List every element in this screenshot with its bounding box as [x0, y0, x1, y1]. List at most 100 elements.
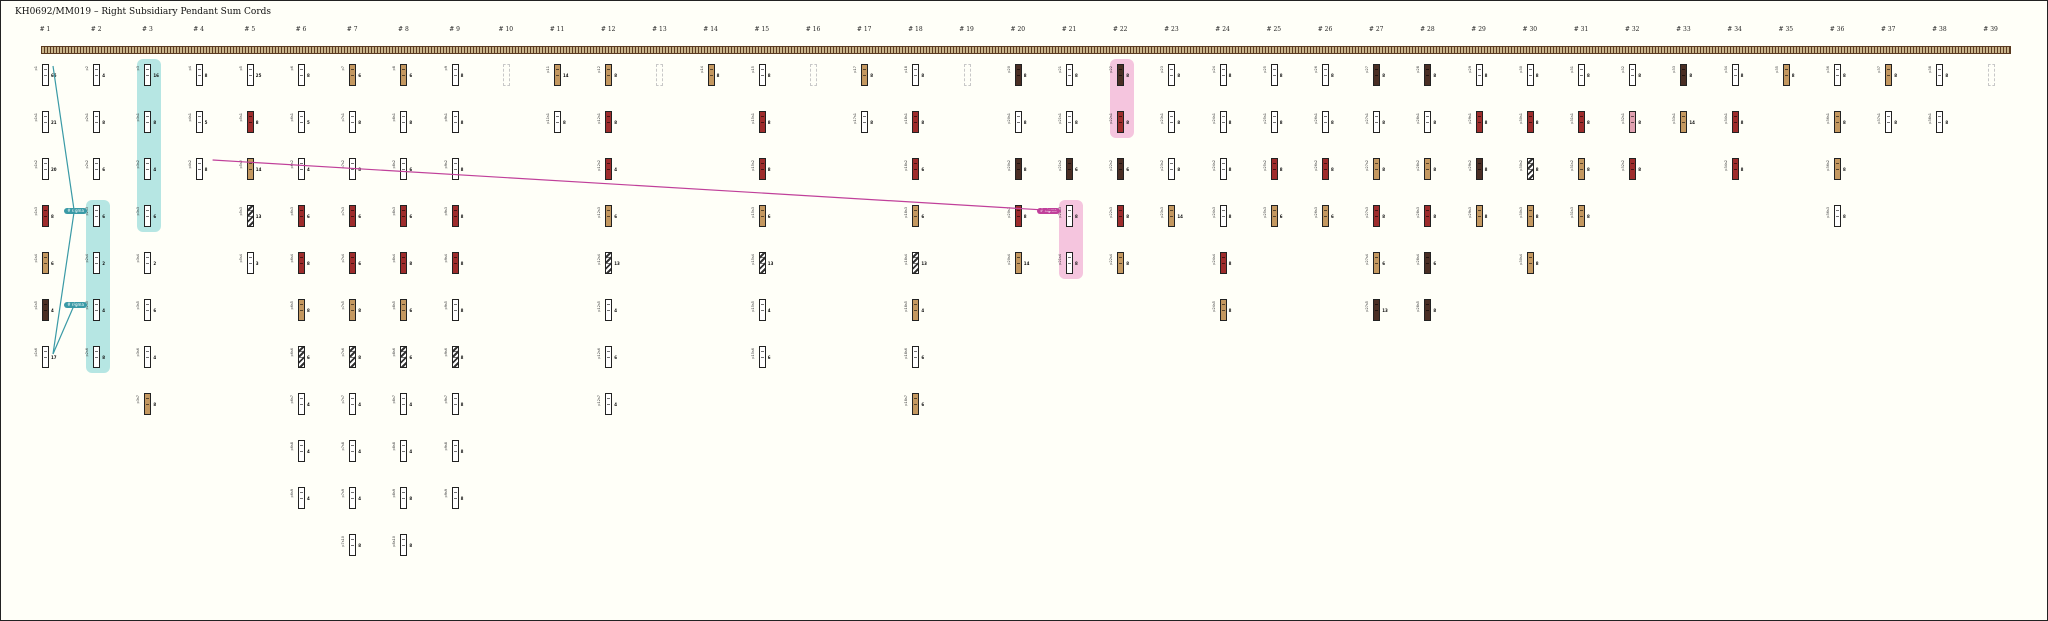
pendant-cord	[1066, 111, 1073, 133]
pendant-cord	[1475, 64, 1483, 86]
cord-value: 13	[921, 261, 927, 266]
cord-value: 6	[102, 167, 105, 172]
pendant-header: # 25	[1266, 26, 1282, 33]
cord-value: 8	[1638, 73, 1641, 78]
cord-value: 8	[1535, 261, 1539, 266]
cord-value: 8	[153, 402, 157, 407]
cord-value: 8	[460, 308, 464, 313]
pendant-header: # 29	[1471, 26, 1486, 33]
pendant-cord	[144, 299, 152, 321]
pendant-cord	[298, 393, 305, 415]
pendant-cord	[298, 205, 305, 227]
pendant-cord	[144, 346, 152, 368]
pendant-cord	[1373, 299, 1381, 321]
pendant-cord	[1526, 64, 1534, 86]
cord-value: 8	[767, 120, 771, 125]
cord-value: 4	[153, 355, 157, 360]
cord-value: 8	[1382, 214, 1385, 219]
pendant-cord	[349, 487, 357, 509]
pendant-cord	[605, 299, 613, 321]
pendant-cord	[349, 205, 357, 227]
pendant-header: # 32	[1624, 26, 1640, 33]
cord-value: 8	[767, 167, 771, 172]
pendant-cord	[1526, 158, 1534, 180]
pendant-cord	[1885, 111, 1893, 133]
pendant-cord	[1270, 158, 1278, 180]
cord-value: 6	[307, 214, 310, 219]
cord-value: 8	[460, 355, 464, 360]
pendant-cord	[1322, 111, 1329, 133]
cord-value: 8	[870, 120, 873, 125]
cord-value: 14	[563, 73, 569, 78]
cord-value: 8	[1433, 308, 1437, 313]
cord-value: 8	[1023, 73, 1027, 78]
pendant-cord	[400, 440, 408, 462]
pendant-cord	[605, 158, 613, 180]
cord-value: 8	[460, 214, 464, 219]
cord-value: 8	[358, 120, 361, 125]
cord-value: 8	[1228, 73, 1232, 78]
pendant-cord	[451, 299, 459, 321]
pendant-header: # 35	[1778, 26, 1794, 33]
cord-value: 5	[307, 120, 310, 125]
cord-value: 8	[1279, 120, 1283, 125]
pendant-header: # 1	[39, 26, 51, 33]
cord-value: 8	[204, 73, 208, 78]
pendant-cord	[1834, 64, 1841, 86]
cord-value: 8	[358, 355, 361, 360]
cord-value: 8	[1075, 261, 1078, 266]
sum-link	[212, 159, 1062, 212]
pendant-cord	[93, 205, 101, 227]
cord-value: 14	[1689, 120, 1695, 125]
cord-value: 8	[1945, 120, 1949, 125]
cord-value: 4	[358, 402, 361, 407]
cord-value: 4	[409, 402, 413, 407]
cord-value: 4	[358, 449, 361, 454]
pendant-cord	[298, 158, 305, 180]
pendant-cord	[1475, 205, 1483, 227]
cord-value: 8	[767, 73, 771, 78]
sum-tag-1: # sigma	[64, 208, 87, 214]
cord-value: 8	[153, 120, 157, 125]
pendant-cord	[1117, 205, 1125, 227]
cord-value: 8	[460, 402, 464, 407]
pendant-cord	[195, 64, 203, 86]
cord-value: 8	[1126, 261, 1129, 266]
pendant-cord	[42, 158, 49, 180]
pendant-header: # 36	[1829, 26, 1845, 33]
pendant-cord	[912, 346, 920, 368]
cord-value: 16	[153, 73, 159, 78]
cord-value: 8	[1126, 214, 1129, 219]
pendant-cord	[1680, 64, 1688, 86]
cord-value: 6	[409, 167, 413, 172]
pendant-header: # 13	[652, 26, 667, 33]
pendant-header: # 38	[1932, 26, 1947, 33]
cord-value: 4	[358, 496, 361, 501]
pendant-header: # 28	[1420, 26, 1435, 33]
pendant-cord	[246, 205, 254, 227]
pendant-cord	[1578, 64, 1585, 86]
cord-value: 4	[51, 308, 54, 313]
pendant-header: # 15	[754, 26, 770, 33]
pendant-cord	[1117, 111, 1125, 133]
pendant-cord	[605, 64, 613, 86]
cord-value: 8	[1587, 167, 1590, 172]
cord-value: 6	[767, 214, 771, 219]
pendant-cord	[1168, 111, 1176, 133]
cord-value: 8	[409, 496, 413, 501]
pendant-cord	[400, 346, 408, 368]
cord-value: 8	[1791, 73, 1795, 78]
cord-value: 8	[409, 261, 413, 266]
cord-value: 8	[1484, 214, 1488, 219]
sum-link	[52, 304, 75, 355]
pendant-cord	[1219, 205, 1227, 227]
pendant-cord	[349, 393, 357, 415]
cord-value: 4	[307, 402, 310, 407]
pendant-cord	[1168, 158, 1176, 180]
cord-value: 8	[1587, 214, 1590, 219]
pendant-header: # 17	[856, 26, 872, 33]
cord-value: 8	[1587, 73, 1590, 78]
pendant-cord	[93, 346, 101, 368]
cord-value: 6	[921, 402, 925, 407]
